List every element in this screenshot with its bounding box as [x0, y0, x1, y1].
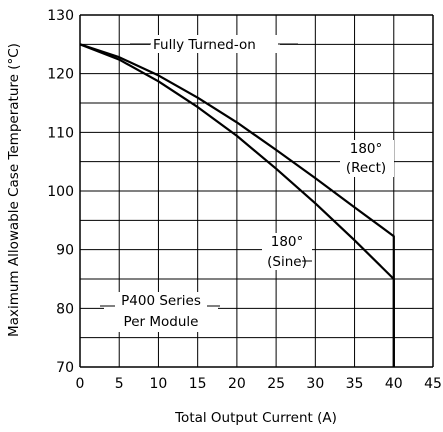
- y-tick-label: 120: [47, 67, 74, 83]
- annotations: Fully Turned-on 180° (Rect) 180° (Sine) …: [100, 35, 394, 332]
- series-line: [79, 43, 395, 367]
- annotation-background: [262, 233, 312, 270]
- series-line: [79, 43, 395, 367]
- annotation-series-name: P400 Series: [121, 293, 201, 309]
- y-tick-label: 90: [56, 243, 74, 259]
- annotation-sine-degree: 180°: [271, 234, 304, 250]
- x-axis-label: Total Output Current (A): [174, 410, 337, 426]
- y-tick-label: 100: [47, 184, 74, 200]
- annotation-per-module: Per Module: [124, 314, 199, 330]
- tick-labels: 0 5 10 15 20 25 30 35 40 45 70 80 90 100 110 120 130: [47, 8, 442, 392]
- grid: [79, 14, 434, 368]
- y-axis-label: Maximum Allowable Case Temperature (°C): [6, 43, 22, 337]
- x-tick-label: 40: [385, 376, 403, 392]
- y-tick-label: 110: [47, 125, 74, 141]
- annotation-rect-type: (Rect): [346, 160, 386, 176]
- y-tick-label: 130: [47, 8, 74, 24]
- annotation-rect-degree: 180°: [350, 141, 383, 157]
- x-tick-label: 30: [306, 376, 324, 392]
- annotation-background: [150, 35, 280, 53]
- y-tick-label: 80: [56, 301, 74, 317]
- x-tick-label: 5: [115, 376, 124, 392]
- annotation-background: [104, 292, 218, 332]
- x-tick-label: 20: [228, 376, 246, 392]
- x-tick-label: 10: [150, 376, 168, 392]
- annotation-background: [340, 140, 394, 177]
- curves: [79, 43, 395, 367]
- x-tick-label: 25: [267, 376, 285, 392]
- annotation-sine-type: (Sine): [267, 254, 307, 270]
- x-tick-label: 45: [424, 376, 442, 392]
- annotation-fully-turned-on: Fully Turned-on: [153, 37, 256, 53]
- x-tick-label: 35: [346, 376, 364, 392]
- y-tick-label: 70: [56, 360, 74, 376]
- x-tick-label: 0: [76, 376, 85, 392]
- x-tick-label: 15: [189, 376, 207, 392]
